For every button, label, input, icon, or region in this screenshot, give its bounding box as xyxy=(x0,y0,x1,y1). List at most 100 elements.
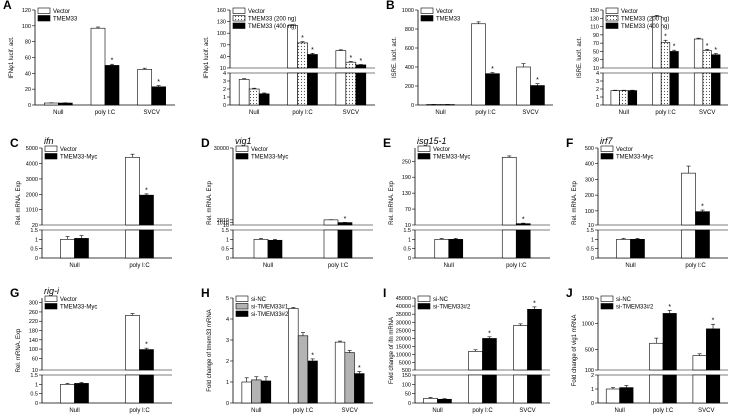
bar xyxy=(238,79,250,106)
bar-lower-segment xyxy=(662,374,677,404)
x-tick-label: poly I:C xyxy=(685,263,706,269)
bar xyxy=(355,64,367,69)
y-tick-label: 0 xyxy=(35,256,38,262)
y-axis-label: IFNφ1 lucif. act. xyxy=(204,36,210,79)
bar xyxy=(448,239,464,259)
legend-label: Vector xyxy=(251,147,268,153)
bar-lower-segment xyxy=(660,72,671,106)
legend-label: TMEM33 xyxy=(436,17,461,23)
bar xyxy=(513,325,528,371)
bar xyxy=(669,51,679,69)
y-tick-label: 5 xyxy=(226,296,229,302)
bar xyxy=(434,239,450,259)
y-tick-label: 160 xyxy=(217,8,226,14)
y-axis-label: Rel. mRNA. Exp xyxy=(389,181,395,225)
legend-swatch xyxy=(417,153,431,160)
panel-letter: B xyxy=(386,0,395,12)
bar xyxy=(468,351,483,371)
significance-star: * xyxy=(349,55,352,62)
x-tick-label: Null xyxy=(614,408,624,414)
bar-lower-segment xyxy=(482,374,497,404)
legend-swatch xyxy=(235,145,249,152)
bar xyxy=(693,38,704,69)
legend-label: TMEM33 (400 ng) xyxy=(621,24,669,30)
bar xyxy=(337,222,353,226)
y-tick-label: 500 xyxy=(402,368,411,374)
legend-label: si-NC xyxy=(433,297,449,303)
bar xyxy=(104,65,120,106)
bar xyxy=(616,239,631,259)
y-tick-label: 10 xyxy=(588,223,594,229)
y-tick-label: 0 xyxy=(591,256,594,262)
y-tick-label: 180 xyxy=(29,329,38,335)
x-tick-label: poly I:C xyxy=(129,263,150,269)
bar-lower-segment xyxy=(693,72,704,106)
y-tick-label: 140 xyxy=(29,338,38,344)
bar-lower-segment xyxy=(711,72,721,106)
bar-lower-segment xyxy=(513,374,528,404)
y-axis-label: Rel. mRNA. Exp xyxy=(572,181,578,225)
x-tick-label: Null xyxy=(432,408,442,414)
bar-lower-segment xyxy=(669,72,679,106)
bar xyxy=(297,335,309,404)
bar xyxy=(527,309,542,371)
y-tick-label: 20000 xyxy=(396,336,411,342)
y-tick-label: 100 xyxy=(217,31,226,37)
bar xyxy=(297,42,308,69)
bar xyxy=(501,156,517,226)
legend-swatch xyxy=(600,145,614,152)
legend-swatch xyxy=(417,295,431,302)
y-tick-label: 35000 xyxy=(396,312,411,318)
panel-title: vig1 xyxy=(235,136,252,146)
y-tick-label: 10000 xyxy=(396,353,411,359)
panel-letter: F xyxy=(566,136,573,150)
y-tick-label: 300 xyxy=(29,301,38,307)
bar xyxy=(58,102,73,106)
x-tick-label: poly I:C xyxy=(292,110,313,116)
x-tick-label: poly I:C xyxy=(655,110,676,116)
y-tick-label: 130 xyxy=(217,20,226,26)
y-tick-label: 1 xyxy=(223,95,226,101)
significance-star: * xyxy=(668,304,671,311)
legend-swatch xyxy=(420,15,434,22)
y-tick-label: 220 xyxy=(29,319,38,325)
legend-label: Vector xyxy=(436,9,453,15)
bar xyxy=(335,50,347,69)
bar xyxy=(423,398,438,404)
x-tick-label: Null xyxy=(263,263,273,269)
y-tick-label: 2000 xyxy=(26,192,38,198)
y-tick-label: 5000 xyxy=(399,361,411,367)
bar xyxy=(137,69,152,106)
x-tick-label: Null xyxy=(69,263,79,269)
bar xyxy=(251,379,262,404)
significance-star: * xyxy=(712,318,715,325)
legend-swatch xyxy=(44,145,58,152)
significance-star: * xyxy=(157,79,160,86)
y-tick-label: 190 xyxy=(402,175,411,181)
bar xyxy=(662,313,677,371)
x-tick-label: poly I:C xyxy=(472,408,493,414)
panel-letter: J xyxy=(566,286,573,300)
y-tick-label: 1010 xyxy=(26,208,38,214)
y-tick-label: 20 xyxy=(25,87,31,93)
y-tick-label: 1.5 xyxy=(586,228,594,234)
bar xyxy=(139,349,154,371)
legend-label: TMEM33 (200 ng) xyxy=(248,17,296,23)
legend-label: TMEM33-Myc xyxy=(60,155,97,161)
y-tick-label: 2 xyxy=(596,87,599,93)
y-axis-label: Rel. mRNA. Exp xyxy=(207,181,213,225)
x-tick-label: Null xyxy=(251,408,261,414)
panel-title: isg15-1 xyxy=(417,136,447,146)
x-tick-label: SVCV xyxy=(143,110,159,116)
bar-lower-segment xyxy=(345,72,357,106)
y-tick-label: 110 xyxy=(590,25,599,31)
y-tick-label: 0.5 xyxy=(30,247,38,253)
y-tick-label: 70 xyxy=(593,41,599,47)
bar xyxy=(288,308,299,404)
bar xyxy=(485,73,500,106)
y-tick-label: 800 xyxy=(405,27,414,33)
bar-lower-segment xyxy=(702,72,712,106)
y-tick-label: 4 xyxy=(596,71,599,77)
